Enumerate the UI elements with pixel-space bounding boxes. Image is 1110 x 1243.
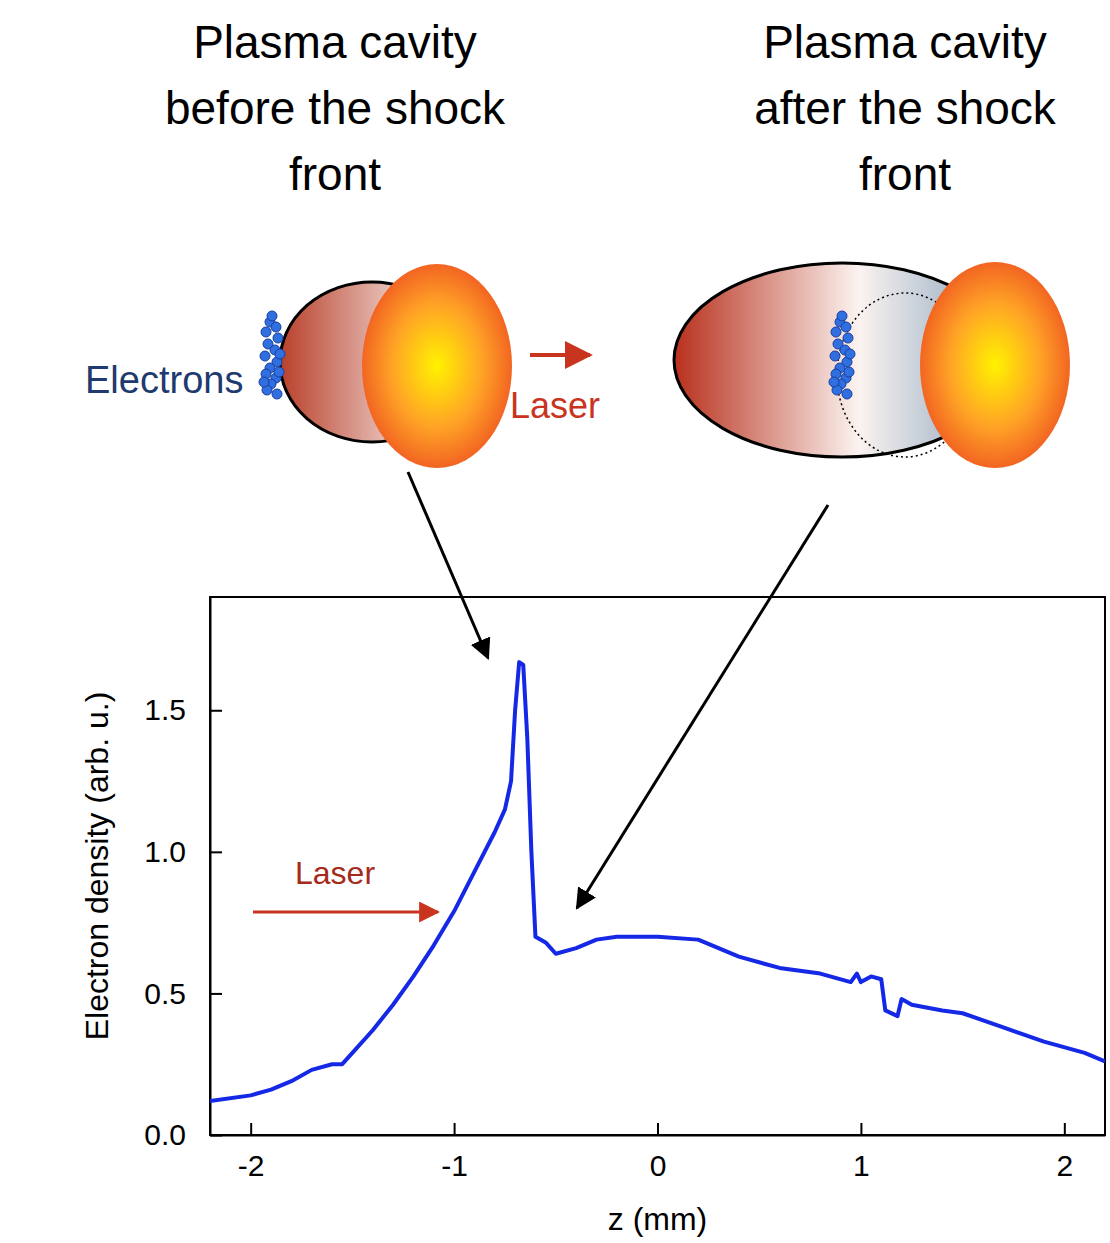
y-tick: 0.0 bbox=[144, 1118, 222, 1151]
y-tick-label: 1.5 bbox=[144, 693, 186, 726]
y-tick-label: 1.0 bbox=[144, 835, 186, 868]
electron bbox=[844, 367, 854, 377]
electron bbox=[272, 389, 282, 399]
x-tick: 2 bbox=[1056, 1123, 1073, 1182]
x-tick-mark bbox=[250, 1123, 252, 1135]
diagram bbox=[259, 262, 1070, 468]
x-tick: 0 bbox=[650, 1123, 667, 1182]
y-axis-line bbox=[210, 598, 212, 1136]
electron bbox=[274, 367, 284, 377]
electron bbox=[842, 389, 852, 399]
x-tick-label: 1 bbox=[853, 1149, 870, 1182]
x-tick-label: -2 bbox=[238, 1149, 265, 1182]
y-tick-mark bbox=[210, 710, 222, 712]
y-tick-label: 0.5 bbox=[144, 977, 186, 1010]
diagram-title: Plasma cavitybefore the shockfront bbox=[165, 16, 506, 200]
y-tick: 1.5 bbox=[144, 693, 222, 726]
plot-frame bbox=[210, 597, 1105, 1135]
figure: Plasma cavitybefore the shockfront Plasma… bbox=[0, 0, 1110, 1243]
electron bbox=[259, 377, 269, 387]
x-tick-label: 0 bbox=[650, 1149, 667, 1182]
annotation: Laser bbox=[295, 855, 375, 891]
x-tick-label: -1 bbox=[441, 1149, 468, 1182]
y-axis-title: Electron density (arb. u.) bbox=[79, 692, 115, 1041]
electron bbox=[260, 351, 270, 361]
electron bbox=[843, 333, 853, 343]
y-tick: 0.5 bbox=[144, 977, 222, 1010]
electron bbox=[845, 349, 855, 359]
x-tick: 1 bbox=[853, 1123, 870, 1182]
diagram-title: Plasma cavityafter the shockfront bbox=[754, 16, 1057, 200]
laser-pulse bbox=[920, 262, 1070, 468]
electron bbox=[831, 327, 841, 337]
electron bbox=[830, 351, 840, 361]
y-tick: 1.0 bbox=[144, 835, 222, 868]
pointer-arrow bbox=[408, 472, 488, 658]
x-tick-mark bbox=[657, 1123, 659, 1135]
pointer-arrow bbox=[577, 505, 828, 908]
x-tick: -1 bbox=[441, 1123, 468, 1182]
x-axis: -2 -1 0 1 2 bbox=[211, 1123, 1106, 1182]
electrons-label: Electrons bbox=[85, 359, 243, 401]
x-tick-mark bbox=[1064, 1123, 1066, 1135]
electron bbox=[267, 311, 277, 321]
electron bbox=[841, 322, 851, 332]
y-axis: 0.0 0.5 1.0 1.5 bbox=[144, 598, 222, 1152]
x-axis-title: z (mm) bbox=[608, 1201, 708, 1237]
electron bbox=[275, 349, 285, 359]
laser-label: Laser bbox=[510, 385, 600, 426]
y-tick-label: 0.0 bbox=[144, 1118, 186, 1151]
y-tick-mark bbox=[210, 993, 222, 995]
annotation-arrow bbox=[253, 911, 438, 914]
electron bbox=[273, 333, 283, 343]
y-tick-mark bbox=[210, 1135, 222, 1137]
electron bbox=[829, 377, 839, 387]
x-tick: -2 bbox=[238, 1123, 265, 1182]
x-tick-label: 2 bbox=[1056, 1149, 1073, 1182]
density-line bbox=[210, 662, 1105, 1101]
electron bbox=[261, 327, 271, 337]
x-tick-mark bbox=[860, 1123, 862, 1135]
x-tick-mark bbox=[454, 1123, 456, 1135]
y-tick-mark bbox=[210, 851, 222, 853]
laser-arrow bbox=[530, 353, 590, 357]
electron bbox=[271, 322, 281, 332]
laser-pulse bbox=[362, 264, 512, 468]
electron bbox=[837, 311, 847, 321]
plot-area bbox=[210, 662, 1105, 1101]
